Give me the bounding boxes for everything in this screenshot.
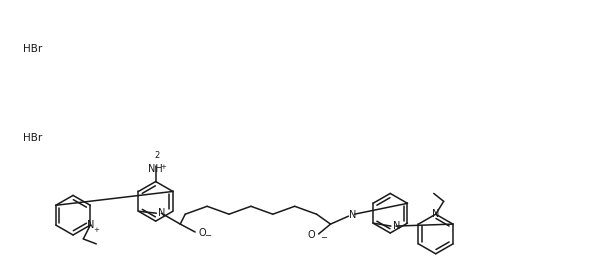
Text: 2: 2 [154, 151, 159, 160]
Text: +: + [93, 227, 99, 233]
Text: N: N [158, 208, 166, 218]
Text: NH: NH [148, 164, 163, 174]
Text: +: + [161, 164, 167, 170]
Text: N: N [349, 210, 357, 220]
Text: N: N [393, 221, 401, 231]
Text: −: − [321, 233, 328, 242]
Text: N: N [87, 220, 94, 230]
Text: HBr: HBr [23, 44, 42, 54]
Text: O: O [198, 228, 206, 238]
Text: N: N [432, 209, 439, 219]
Text: HBr: HBr [23, 133, 42, 143]
Text: O: O [308, 230, 316, 240]
Text: −: − [204, 232, 211, 241]
